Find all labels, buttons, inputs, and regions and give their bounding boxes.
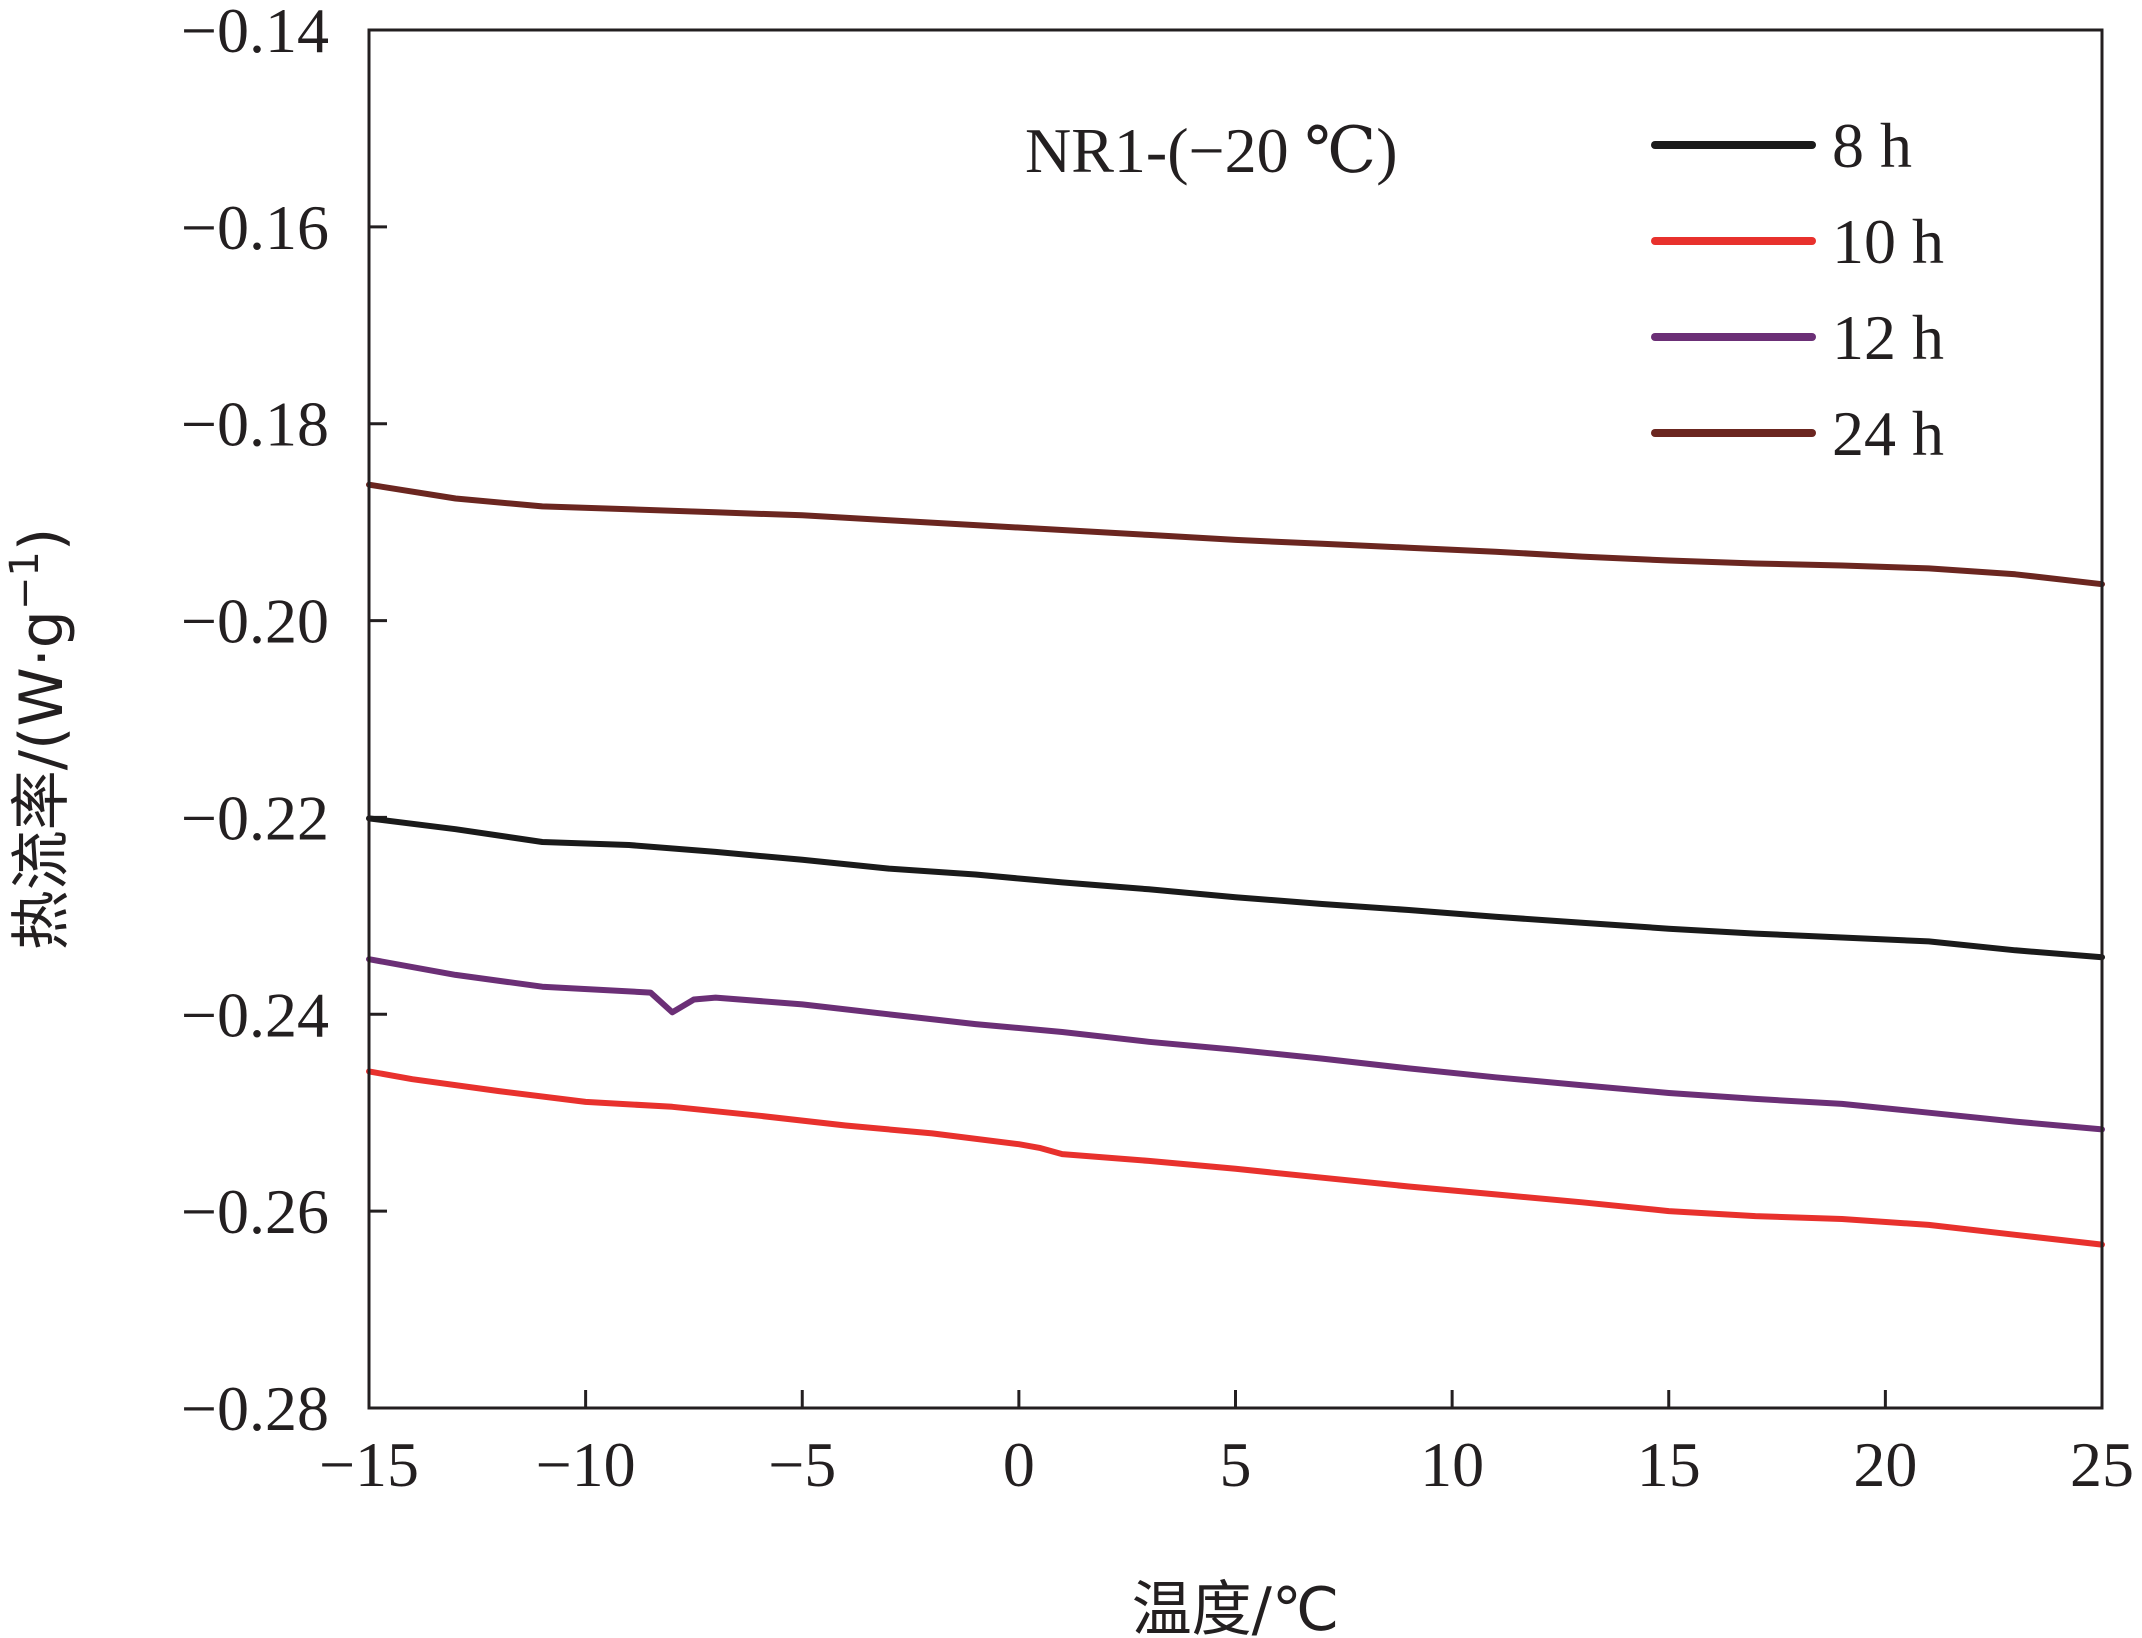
legend-label: 24 h: [1832, 398, 1944, 469]
series-line-8h: [366, 815, 2105, 961]
x-tick-label: −10: [536, 1429, 636, 1500]
x-tick-label: 20: [1853, 1429, 1917, 1500]
y-axis-title-superscript: −1: [2, 551, 48, 610]
y-tick-label: −0.20: [181, 586, 329, 657]
y-tick-label: −0.18: [181, 389, 329, 460]
legend: 8 h 10 h 12 h 24 h: [1651, 110, 1944, 469]
y-axis-title: 热流率/(W·g−1): [2, 528, 77, 951]
x-tick-label: 15: [1637, 1429, 1701, 1500]
x-tick-label: 10: [1420, 1429, 1484, 1500]
x-tick-label: −5: [768, 1429, 836, 1500]
y-tick-label: −0.22: [181, 782, 329, 853]
x-tick-label: 5: [1220, 1429, 1252, 1500]
legend-label: 12 h: [1832, 302, 1944, 373]
x-tick-label: 25: [2070, 1429, 2134, 1500]
y-axis-title-close: ): [7, 528, 77, 551]
series-line-10h: [366, 1068, 2105, 1248]
series-layer: [366, 481, 2105, 1248]
chart-annotation: NR1-(−20 ℃): [1025, 115, 1398, 186]
legend-label: 8 h: [1832, 110, 1912, 181]
y-tick-label: −0.16: [181, 192, 329, 263]
series-line-24h: [366, 481, 2105, 588]
y-axis-title-main: 热流率/(W·g: [7, 610, 77, 950]
plot-frame: [367, 28, 2104, 1410]
x-tick-label: −15: [319, 1429, 419, 1500]
y-tick-label: −0.28: [181, 1373, 329, 1444]
y-tick-label: −0.14: [181, 0, 329, 66]
series-line-12h: [366, 956, 2105, 1133]
x-tick-label: 0: [1003, 1429, 1035, 1500]
x-axis-title: 温度/℃: [1132, 1575, 1340, 1638]
y-tick-label: −0.24: [181, 979, 329, 1050]
legend-label: 10 h: [1832, 206, 1944, 277]
y-tick-label: −0.26: [181, 1176, 329, 1247]
axes-layer: −15 −10 −5 0 5 10 15 20 25 −0.14 −0.16 −0.18 −0.20 −0…: [181, 0, 2134, 1500]
